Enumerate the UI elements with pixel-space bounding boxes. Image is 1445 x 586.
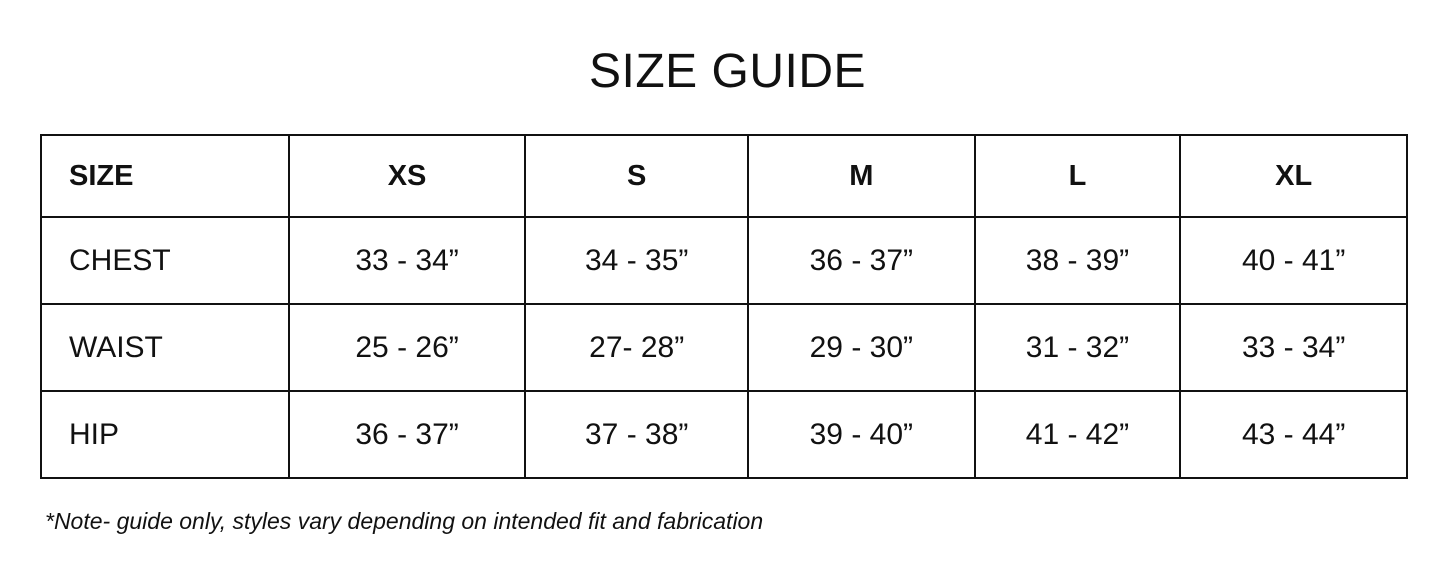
- table-cell: 37 - 38”: [524, 390, 750, 479]
- size-table: SIZE XS S M L XL CHEST 33 - 34” 34 - 35”…: [40, 134, 1408, 479]
- row-label: CHEST: [40, 216, 290, 305]
- table-cell: 36 - 37”: [287, 390, 527, 479]
- header-cell: S: [524, 134, 750, 218]
- table-row: CHEST 33 - 34” 34 - 35” 36 - 37” 38 - 39…: [40, 216, 1408, 305]
- table-row: HIP 36 - 37” 37 - 38” 39 - 40” 41 - 42” …: [40, 390, 1408, 479]
- header-cell: M: [747, 134, 976, 218]
- table-cell: 33 - 34”: [287, 216, 527, 305]
- row-label: HIP: [40, 390, 290, 479]
- page-title: SIZE GUIDE: [588, 45, 867, 98]
- table-header-row: SIZE XS S M L XL: [40, 134, 1408, 218]
- table-cell: 43 - 44”: [1179, 390, 1408, 479]
- footnote: *Note- guide only, styles vary depending…: [45, 508, 764, 534]
- table-cell: 40 - 41”: [1179, 216, 1408, 305]
- table-cell: 33 - 34”: [1179, 303, 1408, 392]
- header-cell: XS: [287, 134, 527, 218]
- header-cell: L: [973, 134, 1182, 218]
- header-cell: XL: [1179, 134, 1408, 218]
- table-cell: 25 - 26”: [287, 303, 527, 392]
- table-row: WAIST 25 - 26” 27- 28” 29 - 30” 31 - 32”…: [40, 303, 1408, 392]
- row-label: WAIST: [40, 303, 290, 392]
- table-cell: 38 - 39”: [973, 216, 1182, 305]
- table-cell: 34 - 35”: [524, 216, 750, 305]
- header-cell: SIZE: [40, 134, 290, 218]
- table-cell: 41 - 42”: [973, 390, 1182, 479]
- table-cell: 27- 28”: [524, 303, 750, 392]
- table-cell: 29 - 30”: [747, 303, 976, 392]
- table-cell: 36 - 37”: [747, 216, 976, 305]
- table-cell: 39 - 40”: [747, 390, 976, 479]
- table-cell: 31 - 32”: [973, 303, 1182, 392]
